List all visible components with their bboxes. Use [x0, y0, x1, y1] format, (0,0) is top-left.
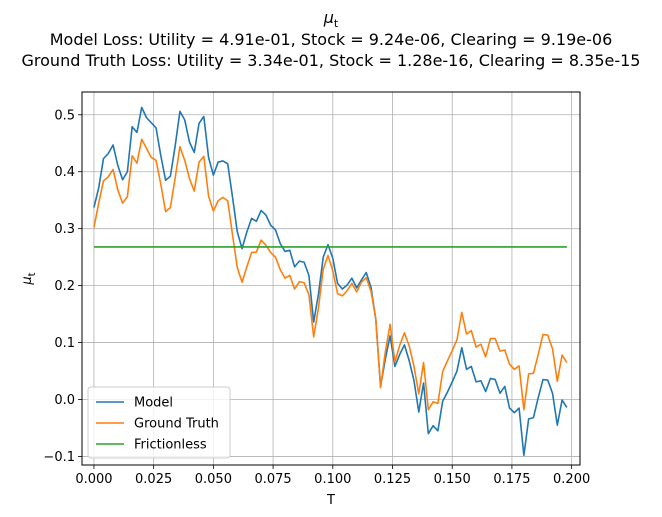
- x-tick-label: 0.200: [553, 472, 590, 487]
- legend-box: [87, 386, 231, 459]
- title-symbol: μ: [323, 8, 334, 27]
- x-axis: 0.000 0.025 0.050 0.075 0.100 0.125 0.150 0.175…: [75, 465, 590, 487]
- x-tick-label: 0.175: [493, 472, 530, 487]
- x-tick-label: 0.125: [374, 472, 411, 487]
- y-axis-label: μt: [20, 272, 38, 285]
- legend-label-frictionless: Frictionless: [134, 438, 207, 453]
- legend-label-model: Model: [134, 396, 173, 411]
- series-line-ground-truth: [93, 138, 568, 411]
- x-axis-label: T: [326, 493, 335, 508]
- x-tick-label: 0.025: [135, 472, 172, 487]
- legend-label-ground-truth: Ground Truth: [134, 417, 219, 432]
- x-tick-label: 0.050: [195, 472, 232, 487]
- x-tick-label: 0.000: [75, 472, 112, 487]
- series-layer: [93, 106, 568, 457]
- y-tick-label: 0.3: [54, 222, 75, 237]
- y-axis-label-subscript: t: [27, 272, 38, 276]
- x-tick-label: 0.075: [254, 472, 291, 487]
- title-subscript: t: [333, 17, 339, 31]
- y-axis-label-symbol: μ: [20, 276, 35, 285]
- y-tick-label: 0.5: [54, 108, 75, 123]
- x-tick-label: 0.100: [314, 472, 351, 487]
- plot-frame: [81, 91, 581, 466]
- chart-title: μt: [0, 8, 662, 34]
- x-tick-label: 0.150: [434, 472, 471, 487]
- y-tick-label: 0.0: [54, 393, 75, 408]
- series-line-model: [93, 106, 568, 457]
- chart-subtitle-ground-truth-loss: Ground Truth Loss: Utility = 3.34e-01, S…: [21, 51, 641, 70]
- y-tick-label: 0.2: [54, 279, 75, 294]
- chart-subtitle-model-loss: Model Loss: Utility = 4.91e-01, Stock = …: [49, 30, 613, 49]
- y-axis: −0.1 0.0 0.1 0.2 0.3 0.4 0.5: [43, 108, 82, 465]
- grid-lines: [82, 92, 580, 465]
- y-tick-label: −0.1: [43, 450, 75, 465]
- y-tick-label: 0.4: [54, 165, 75, 180]
- legend: Model Ground Truth Frictionless: [87, 386, 231, 459]
- y-tick-label: 0.1: [54, 336, 75, 351]
